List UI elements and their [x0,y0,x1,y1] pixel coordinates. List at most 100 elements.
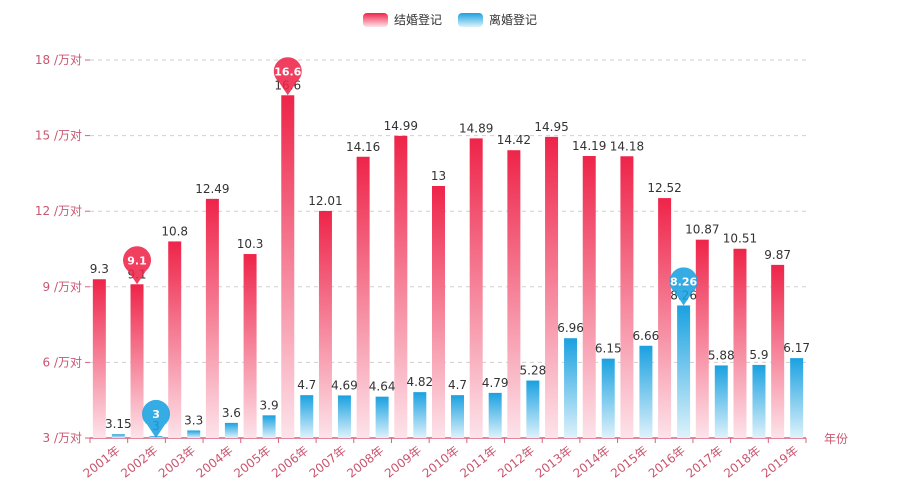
min-marker-marriage: 9.1 [123,246,152,285]
bar-divorce[interactable] [413,392,427,438]
x-tick-label: 2015年 [608,443,650,480]
value-label: 10.8 [161,224,188,238]
value-label: 4.64 [369,380,396,394]
value-label: 12.52 [647,181,681,195]
x-tick-label: 2011年 [457,443,499,480]
bar-divorce[interactable] [337,395,351,438]
bar-divorce[interactable] [451,395,464,438]
bar-divorce[interactable] [488,392,502,438]
value-label: 5.9 [749,348,768,362]
bar-divorce[interactable] [111,434,125,438]
value-label: 5.88 [708,348,735,362]
bar-marriage[interactable] [356,156,370,438]
bar-divorce[interactable] [300,395,314,438]
bar-marriage[interactable] [545,136,559,439]
x-tick-label: 2002年 [118,443,160,480]
bar-divorce[interactable] [677,305,691,438]
x-tick-label: 2019年 [759,443,801,480]
bar-marriage[interactable] [469,138,483,438]
legend-label-marriage: 结婚登记 [393,13,442,27]
x-tick-label: 2007年 [307,443,349,480]
bar-marriage[interactable] [205,198,219,438]
value-label: 14.42 [497,133,531,147]
y-tick-label: 3 /万对 [43,431,83,445]
bar-divorce[interactable] [714,365,728,438]
value-label: 14.18 [610,139,644,153]
bar-marriage[interactable] [168,241,182,438]
legend-item-divorce[interactable]: 离婚登记 [458,11,537,28]
bar-marriage[interactable] [281,95,295,438]
bar-marriage[interactable] [620,156,634,438]
bar-marriage[interactable] [695,239,709,438]
value-label: 4.69 [331,378,358,392]
value-label: 14.99 [384,119,418,133]
x-tick-label: 2005年 [231,443,273,480]
x-axis-label: 年份 [824,432,848,446]
y-tick-label: 15 /万对 [35,129,82,143]
x-tick-label: 2004年 [194,443,236,480]
bar-marriage[interactable] [92,279,106,438]
bar-marriage[interactable] [507,150,521,438]
y-tick-label: 12 /万对 [35,204,82,218]
min-marker-divorce: 3 [142,399,171,438]
x-tick-label: 2008年 [344,443,386,480]
value-label: 3.9 [260,398,279,412]
markers: 16.6 9.1 8.26 3 [123,57,698,438]
value-label: 6.96 [557,321,584,335]
value-label: 14.89 [459,121,493,135]
x-tick-label: 2010年 [420,443,462,480]
bar-divorce[interactable] [752,364,766,438]
bar-marriage[interactable] [582,156,596,438]
x-tick-label: 2001年 [81,443,123,480]
value-label: 4.79 [482,376,509,390]
marker-label: 16.6 [274,65,301,78]
bar-divorce[interactable] [224,422,238,438]
value-labels: 9.39.110.812.4910.316.612.0114.1614.9913… [90,78,810,433]
legend-swatch-divorce [458,12,483,27]
value-label: 4.7 [448,378,467,392]
y-tick-label: 18 /万对 [35,53,82,67]
value-label: 3.15 [105,417,132,431]
bar-divorce[interactable] [790,358,804,438]
value-label: 9.3 [90,262,109,276]
bar-marriage[interactable] [394,135,408,439]
value-label: 6.66 [633,329,660,343]
bar-divorce[interactable] [262,415,276,438]
legend-item-marriage[interactable]: 结婚登记 [362,11,442,28]
bar-marriage[interactable] [130,284,144,438]
value-label: 13 [431,169,446,183]
value-label: 9.87 [764,248,791,262]
value-label: 4.7 [297,378,316,392]
y-tick-label: 6 /万对 [43,355,83,369]
bar-marriage[interactable] [733,248,747,438]
legend-swatch-marriage [362,12,388,27]
x-tick-label: 2014年 [570,443,612,480]
bar-marriage[interactable] [318,210,332,438]
bar-marriage[interactable] [243,254,257,438]
value-label: 6.15 [595,342,622,356]
marker-label: 3 [152,408,160,421]
legend: 结婚登记 离婚登记 [0,11,900,28]
value-label: 6.17 [783,341,810,355]
bar-marriage[interactable] [771,264,785,438]
bar-divorce[interactable] [639,345,653,438]
bar-divorce[interactable] [375,396,389,438]
bar-divorce[interactable] [564,338,578,438]
x-tick-label: 2016年 [646,443,688,480]
bar-marriage[interactable] [658,198,672,438]
value-label: 10.87 [685,223,719,237]
y-tick-label: 9 /万对 [43,280,83,294]
bar-marriage[interactable] [432,186,445,438]
bars [92,95,804,439]
value-label: 12.01 [308,194,342,208]
x-tick-label: 2006年 [269,443,311,480]
x-tick-label: 2018年 [721,443,763,480]
value-label: 14.19 [572,139,606,153]
value-label: 10.51 [723,232,757,246]
x-tick-label: 2013年 [533,443,575,480]
bar-divorce[interactable] [526,380,540,438]
max-marker-divorce: 8.26 [669,267,698,306]
bar-divorce[interactable] [601,358,615,438]
bar-divorce[interactable] [187,430,201,438]
